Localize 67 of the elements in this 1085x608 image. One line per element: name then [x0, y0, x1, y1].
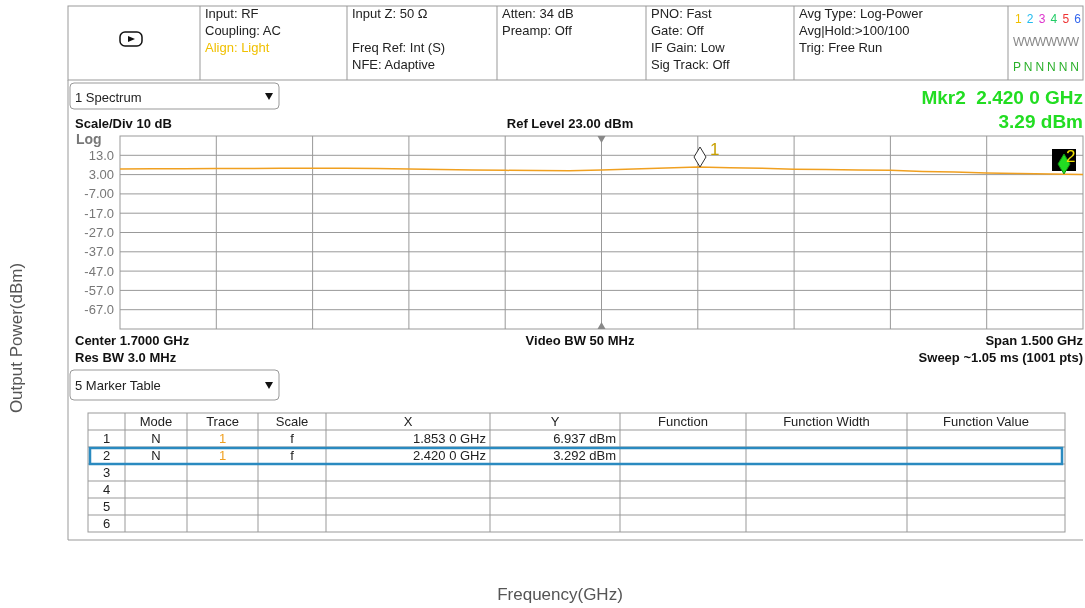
y-tick-label: -27.0: [84, 225, 114, 241]
text: 1: [218, 431, 227, 446]
text: Avg Type: Log-Power: [799, 6, 924, 21]
text: Span 1.500 GHz: [985, 333, 1084, 348]
y-tick-label: -37.0: [84, 244, 114, 260]
text: f: [290, 431, 295, 446]
text: 1.853 0 GHz: [413, 431, 486, 446]
y-tick-label: -7.00: [84, 186, 114, 202]
text: Freq Ref: Int (S): [352, 40, 446, 55]
text: Y: [550, 414, 560, 429]
text: 2.420 0 GHz: [413, 448, 486, 463]
text: Input Z: 50 Ω: [352, 6, 428, 21]
text: Trace: [206, 414, 239, 429]
text: Center 1.7000 GHz: [75, 333, 190, 348]
text: Log: [76, 131, 102, 147]
text: 2: [1026, 12, 1034, 26]
text: 1 2 3 4 5 6: [102, 431, 111, 531]
text: 3.29 dBm: [998, 111, 1083, 132]
text: 5 Marker Table: [75, 378, 161, 393]
text: Sig Track: Off: [651, 57, 730, 72]
text: W W W W W W: [1013, 35, 1080, 49]
y-tick-label: -47.0: [84, 263, 114, 279]
text: Mode: [139, 414, 173, 429]
text: Ref Level 23.00 dBm: [506, 116, 634, 131]
text: Res BW 3.0 MHz: [75, 350, 177, 365]
text: 4: [1050, 12, 1058, 26]
text: NFE: Adaptive: [352, 57, 436, 72]
text: 3: [1038, 12, 1046, 26]
text: Scale/Div 10 dB: [75, 116, 172, 131]
text: P N N N N N: [1013, 60, 1079, 74]
text: Preamp: Off: [502, 23, 573, 38]
text: Gate: Off: [651, 23, 704, 38]
text: 5: [1062, 12, 1070, 26]
text: Avg|Hold:>100/100: [799, 23, 910, 38]
text: Scale: [275, 414, 309, 429]
text: PNO: Fast: [651, 6, 713, 21]
text: IF Gain: Low: [651, 40, 726, 55]
y-tick-label: 13.0: [88, 147, 114, 163]
text: Atten: 34 dB: [502, 6, 574, 21]
text: Function Value: [943, 414, 1029, 429]
y-tick-label: -67.0: [84, 302, 114, 318]
text: Frequency(GHz): [497, 585, 623, 604]
y-tick-label: -57.0: [84, 282, 114, 298]
text: N: [151, 431, 161, 446]
text: Trig: Free Run: [799, 40, 883, 55]
y-tick-label: -17.0: [84, 205, 114, 221]
text: 6.937 dBm: [553, 431, 616, 446]
text: 1 Spectrum: [75, 90, 142, 105]
text: 6: [1074, 12, 1082, 26]
text: 1: [218, 448, 227, 463]
text: f: [290, 448, 295, 463]
annotation: 1: [710, 140, 720, 159]
text: 1: [1015, 12, 1022, 26]
text: 3.292 dBm: [553, 448, 616, 463]
text: Video BW 50 MHz: [525, 333, 635, 348]
text: Function Width: [783, 414, 870, 429]
text: Function: [658, 414, 708, 429]
text: Align: Light: [205, 40, 270, 55]
annotation: 2: [1066, 147, 1076, 166]
text: N: [151, 448, 161, 463]
y-tick-label: 3.00: [88, 167, 114, 183]
text: Mkr2 2.420 0 GHz: [921, 87, 1083, 108]
y-axis-title: Output Power(dBm): [7, 262, 26, 414]
text: X: [403, 414, 413, 429]
text: Input: RF: [205, 6, 259, 21]
text: Sweep ~1.05 ms (1001 pts): [918, 350, 1083, 365]
text: Coupling: AC: [205, 23, 281, 38]
